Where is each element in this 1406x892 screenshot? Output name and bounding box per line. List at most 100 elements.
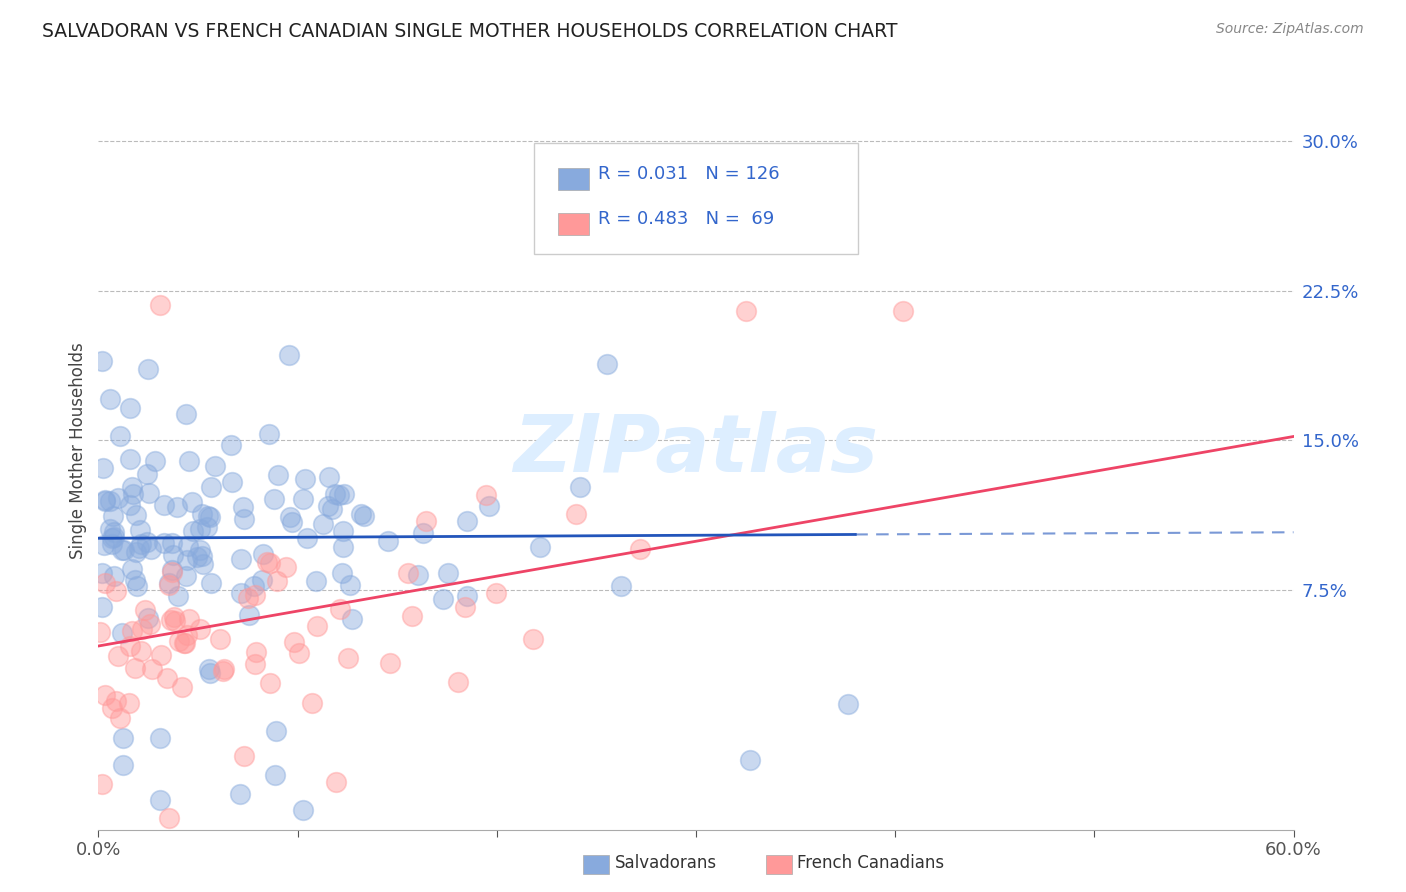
Point: [288, 646, 311, 660]
Point: [339, 578, 361, 592]
Point: [263, 491, 285, 506]
Point: [278, 510, 301, 524]
Point: [200, 509, 222, 524]
Point: [221, 475, 243, 490]
Point: [159, 613, 181, 627]
Point: [112, 758, 135, 772]
Point: [200, 480, 222, 494]
Point: [318, 469, 340, 483]
Point: [188, 523, 211, 537]
Point: [333, 487, 356, 501]
Point: [120, 639, 142, 653]
Point: [129, 537, 152, 551]
Point: [191, 549, 214, 563]
Point: [259, 675, 281, 690]
Point: [478, 499, 501, 513]
Point: [232, 748, 254, 763]
Point: [165, 614, 187, 628]
Point: [125, 508, 148, 522]
Point: [292, 803, 315, 817]
Point: [94, 493, 117, 508]
Point: [281, 516, 304, 530]
Point: [277, 348, 299, 362]
Point: [233, 512, 256, 526]
Text: Salvadorans: Salvadorans: [614, 855, 717, 872]
Point: [94, 575, 117, 590]
Point: [565, 508, 588, 522]
Point: [188, 542, 211, 557]
Point: [131, 644, 153, 658]
Point: [328, 488, 350, 502]
Point: [250, 574, 273, 588]
Point: [283, 634, 305, 648]
Point: [103, 524, 125, 539]
Point: [353, 509, 375, 524]
Point: [305, 574, 328, 589]
Point: [456, 589, 478, 603]
Point: [112, 542, 135, 557]
Point: [163, 609, 186, 624]
Point: [734, 303, 756, 318]
Point: [120, 452, 142, 467]
Point: [160, 565, 183, 579]
Point: [179, 612, 201, 626]
Point: [321, 502, 343, 516]
Point: [91, 461, 114, 475]
Point: [111, 731, 134, 746]
Point: [350, 507, 373, 521]
Point: [231, 552, 253, 566]
Point: [174, 569, 197, 583]
Text: Source: ZipAtlas.com: Source: ZipAtlas.com: [1216, 22, 1364, 37]
Point: [131, 623, 153, 637]
Point: [219, 438, 242, 452]
Point: [264, 768, 287, 782]
Point: [177, 540, 200, 554]
Point: [138, 486, 160, 500]
Point: [148, 793, 170, 807]
Point: [257, 427, 280, 442]
Point: [167, 634, 190, 648]
Point: [325, 775, 347, 789]
Point: [256, 555, 278, 569]
Point: [274, 559, 297, 574]
Text: French Canadians: French Canadians: [797, 855, 945, 872]
Point: [329, 601, 352, 615]
Point: [456, 514, 478, 528]
Point: [101, 701, 124, 715]
Point: [180, 495, 202, 509]
Point: [197, 508, 219, 523]
Text: R = 0.483   N =  69: R = 0.483 N = 69: [598, 210, 773, 227]
Point: [121, 624, 143, 639]
Point: [103, 568, 125, 582]
Point: [101, 531, 124, 545]
Point: [195, 519, 218, 533]
Point: [610, 579, 633, 593]
Point: [101, 508, 124, 523]
Point: [118, 696, 141, 710]
Text: ZIPatlas: ZIPatlas: [513, 411, 879, 490]
Point: [153, 536, 176, 550]
Point: [107, 649, 129, 664]
Point: [121, 480, 143, 494]
Point: [292, 491, 315, 506]
Point: [228, 787, 250, 801]
Point: [188, 622, 211, 636]
Point: [191, 557, 214, 571]
Point: [166, 589, 188, 603]
Point: [177, 454, 200, 468]
Point: [125, 545, 148, 559]
Point: [91, 777, 114, 791]
Point: [135, 467, 157, 481]
Point: [312, 516, 335, 531]
Point: [485, 585, 508, 599]
Point: [93, 538, 115, 552]
Point: [176, 627, 198, 641]
Point: [160, 536, 183, 550]
Point: [412, 526, 434, 541]
Point: [198, 666, 221, 681]
Point: [107, 491, 129, 505]
Point: [124, 573, 146, 587]
Point: [447, 675, 470, 690]
Point: [267, 467, 290, 482]
Point: [655, 150, 678, 164]
